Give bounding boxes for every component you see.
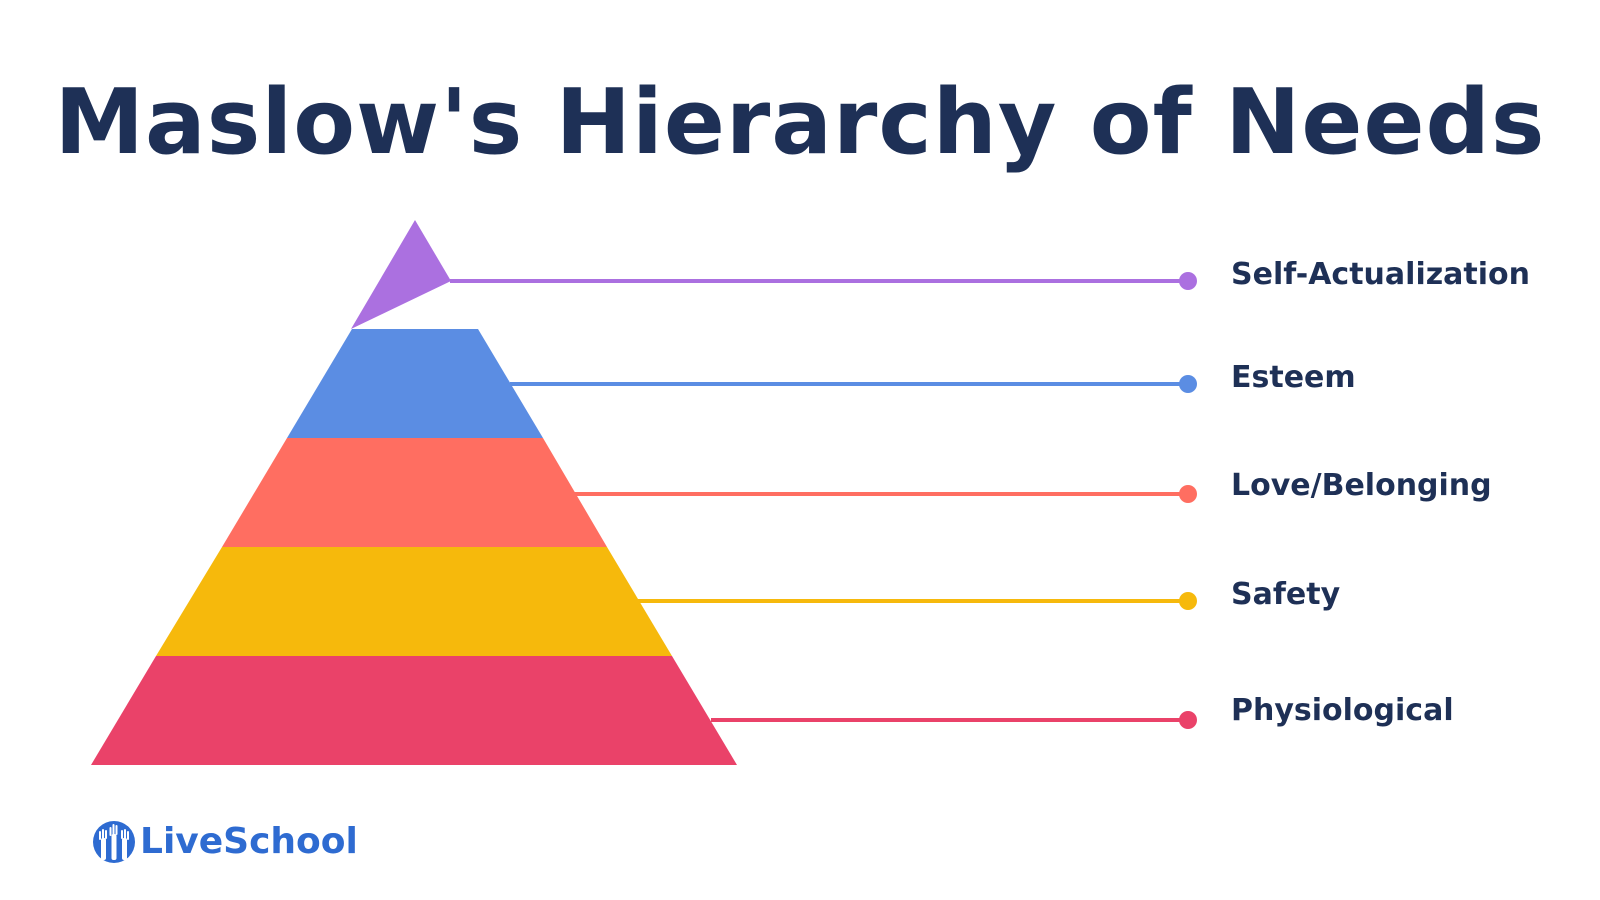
pyramid-tier-love-belonging <box>222 438 607 547</box>
page-title: Maslow's Hierarchy of Needs <box>54 70 1546 175</box>
level-label-esteem: Esteem <box>1231 360 1356 395</box>
level-label-self-actualization: Self-Actualization <box>1231 257 1531 292</box>
level-label-safety: Safety <box>1231 577 1341 612</box>
connector-dot-esteem <box>1179 375 1197 393</box>
level-label-love-belonging: Love/Belonging <box>1231 468 1492 503</box>
level-label-physiological: Physiological <box>1231 693 1454 728</box>
pyramid-tier-physiological <box>91 656 737 765</box>
liveschool-logo: LiveSchool <box>92 818 358 866</box>
connector-dot-self-actualization <box>1179 272 1197 290</box>
pyramid-tier-self-actualization <box>351 220 451 329</box>
connector-dot-love-belonging <box>1179 485 1197 503</box>
connector-dot-safety <box>1179 592 1197 610</box>
logo-wordmark: LiveSchool <box>140 821 358 862</box>
pyramid-tier-esteem <box>287 329 543 438</box>
raised-hands-icon <box>93 821 135 863</box>
pyramid-tier-safety <box>156 547 672 656</box>
connector-dot-physiological <box>1179 711 1197 729</box>
